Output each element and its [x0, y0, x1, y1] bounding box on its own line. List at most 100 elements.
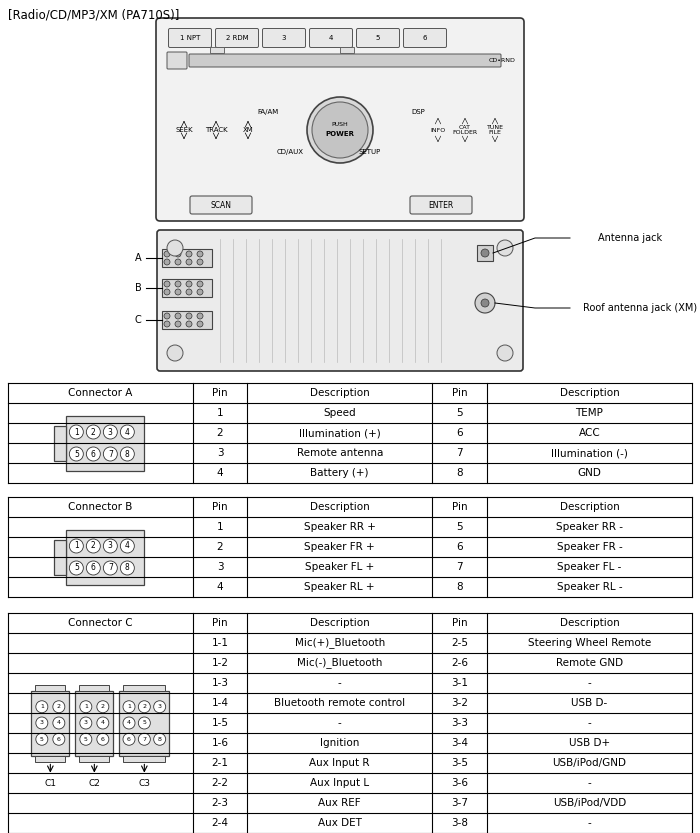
Circle shape: [123, 701, 135, 713]
Text: 5: 5: [40, 736, 44, 741]
Circle shape: [481, 299, 489, 307]
Text: Illumination (-): Illumination (-): [551, 448, 628, 458]
Text: Pin: Pin: [452, 502, 468, 512]
FancyBboxPatch shape: [189, 54, 501, 67]
Text: 2: 2: [91, 427, 96, 436]
Circle shape: [186, 313, 192, 319]
Text: 3: 3: [158, 704, 162, 709]
Circle shape: [80, 701, 92, 713]
Text: Connector B: Connector B: [68, 502, 132, 512]
Text: 3-3: 3-3: [451, 718, 468, 728]
Text: 3: 3: [281, 35, 286, 41]
Bar: [123, 756, 165, 761]
Circle shape: [175, 281, 181, 287]
Text: 1: 1: [217, 522, 223, 532]
Circle shape: [197, 281, 203, 287]
FancyBboxPatch shape: [403, 28, 447, 47]
Text: 7: 7: [456, 448, 463, 458]
Text: Description: Description: [310, 502, 370, 512]
Text: 1 NPT: 1 NPT: [180, 35, 200, 41]
Circle shape: [197, 321, 203, 327]
Text: [Radio/CD/MP3/XM (PA710S)]: [Radio/CD/MP3/XM (PA710S)]: [8, 8, 179, 21]
Circle shape: [52, 733, 65, 746]
Bar: [79, 685, 109, 691]
Circle shape: [97, 717, 108, 729]
Text: 2-1: 2-1: [211, 758, 228, 768]
Circle shape: [497, 345, 513, 361]
Circle shape: [86, 447, 100, 461]
Bar: [123, 685, 165, 691]
FancyBboxPatch shape: [157, 230, 523, 371]
Text: 7: 7: [142, 736, 146, 741]
Text: 3-5: 3-5: [451, 758, 468, 768]
Text: 1: 1: [74, 541, 78, 551]
Text: SCAN: SCAN: [211, 201, 232, 210]
Text: 2: 2: [91, 541, 96, 551]
Circle shape: [186, 289, 192, 295]
Text: Steering Wheel Remote: Steering Wheel Remote: [528, 638, 651, 648]
Text: CD/AUX: CD/AUX: [276, 149, 304, 155]
Text: 2-3: 2-3: [211, 798, 228, 808]
Circle shape: [175, 313, 181, 319]
Text: 6: 6: [456, 542, 463, 552]
Text: Description: Description: [310, 618, 370, 628]
Circle shape: [123, 733, 135, 746]
Bar: [162, 311, 212, 329]
Circle shape: [164, 313, 170, 319]
Text: 3: 3: [108, 427, 113, 436]
Text: C: C: [134, 315, 141, 325]
Circle shape: [69, 447, 83, 461]
Circle shape: [186, 321, 192, 327]
Circle shape: [86, 425, 100, 439]
Text: 8: 8: [456, 582, 463, 592]
Text: 4: 4: [125, 427, 130, 436]
Circle shape: [164, 321, 170, 327]
Text: 5: 5: [74, 450, 79, 458]
Bar: [162, 279, 212, 297]
Circle shape: [120, 561, 134, 575]
Circle shape: [154, 701, 166, 713]
Text: Pin: Pin: [452, 388, 468, 398]
FancyBboxPatch shape: [309, 28, 353, 47]
Circle shape: [164, 259, 170, 265]
Bar: [35, 756, 65, 761]
Text: 2: 2: [142, 704, 146, 709]
Text: TEMP: TEMP: [575, 408, 603, 418]
Text: 8: 8: [125, 563, 130, 572]
Text: 3-1: 3-1: [451, 678, 468, 688]
Text: Mic(+)_Bluetooth: Mic(+)_Bluetooth: [295, 637, 385, 648]
Text: PUSH: PUSH: [332, 122, 349, 127]
Text: USB D-: USB D-: [571, 698, 608, 708]
Text: Remote antenna: Remote antenna: [297, 448, 383, 458]
Circle shape: [475, 293, 495, 313]
Text: Speaker RR -: Speaker RR -: [556, 522, 623, 532]
Circle shape: [97, 701, 108, 713]
Text: 5: 5: [456, 408, 463, 418]
Text: 3: 3: [217, 448, 223, 458]
Circle shape: [97, 733, 108, 746]
Circle shape: [167, 345, 183, 361]
Text: Aux Input L: Aux Input L: [310, 778, 370, 788]
Text: 2: 2: [101, 704, 105, 709]
Text: Ignition: Ignition: [320, 738, 359, 748]
Text: Description: Description: [559, 502, 620, 512]
Text: 4: 4: [217, 582, 223, 592]
Text: 2: 2: [57, 704, 61, 709]
Text: Pin: Pin: [212, 502, 228, 512]
Text: Aux DET: Aux DET: [318, 818, 362, 828]
Text: 4: 4: [125, 541, 130, 551]
Circle shape: [86, 539, 100, 553]
Circle shape: [80, 717, 92, 729]
Circle shape: [69, 561, 83, 575]
Text: 5: 5: [74, 563, 79, 572]
Text: 3-7: 3-7: [451, 798, 468, 808]
Circle shape: [186, 259, 192, 265]
Text: C1: C1: [44, 779, 56, 788]
Circle shape: [481, 249, 489, 257]
Text: 8: 8: [456, 468, 463, 478]
Circle shape: [164, 281, 170, 287]
Text: 3: 3: [217, 562, 223, 572]
Text: Speaker FR -: Speaker FR -: [556, 542, 622, 552]
Circle shape: [69, 425, 83, 439]
Text: USB D+: USB D+: [569, 738, 610, 748]
